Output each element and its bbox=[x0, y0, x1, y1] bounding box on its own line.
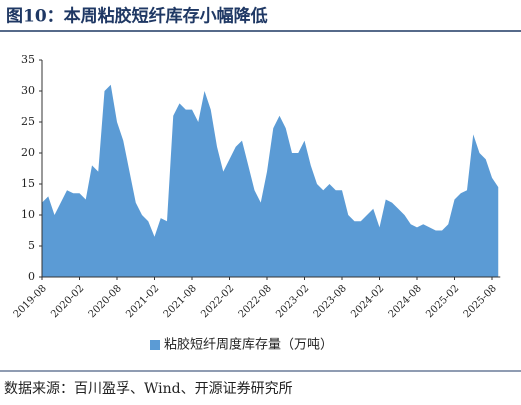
legend-swatch bbox=[150, 340, 160, 350]
y-tick-label: 35 bbox=[21, 53, 35, 66]
x-tick-label: 2024-08 bbox=[387, 283, 424, 320]
x-tick-label: 2025-02 bbox=[424, 283, 461, 320]
chart-title: 图10：本周粘胶短纤库存小幅降低 bbox=[6, 6, 268, 27]
area bbox=[42, 84, 499, 277]
x-tick-label: 2020-08 bbox=[87, 283, 124, 320]
source: 数据来源：百川盈孚、Wind、开源证券研究所 bbox=[4, 381, 293, 397]
y-tick-label: 10 bbox=[21, 208, 35, 221]
x-tick-label: 2025-08 bbox=[462, 283, 499, 320]
x-tick-label: 2020-02 bbox=[49, 283, 86, 320]
y-tick-label: 0 bbox=[28, 270, 35, 283]
x-tick-label: 2022-02 bbox=[199, 283, 236, 320]
y-tick-label: 20 bbox=[21, 146, 35, 159]
y-tick-label: 15 bbox=[21, 177, 35, 190]
y-tick-label: 30 bbox=[21, 84, 35, 97]
legend-label: 粘胶短纤周度库存量（万吨） bbox=[164, 337, 333, 353]
x-tick-label: 2024-02 bbox=[349, 283, 386, 320]
y-tick-label: 5 bbox=[28, 239, 35, 252]
x-tick-label: 2023-08 bbox=[312, 283, 349, 320]
x-tick-label: 2023-02 bbox=[274, 283, 311, 320]
x-tick-label: 2022-08 bbox=[237, 283, 274, 320]
y-tick-label: 25 bbox=[21, 115, 35, 128]
x-tick-label: 2019-08 bbox=[12, 283, 49, 320]
x-tick-label: 2021-08 bbox=[162, 283, 199, 320]
x-tick-label: 2021-02 bbox=[124, 283, 161, 320]
